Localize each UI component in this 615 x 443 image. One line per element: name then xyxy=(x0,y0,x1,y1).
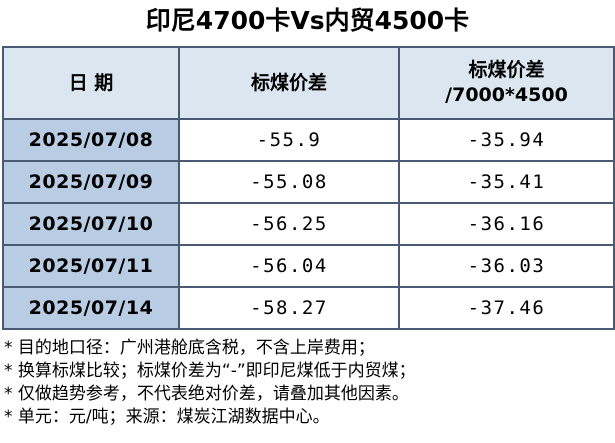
table-row: 2025/07/08 -55.9 -35.94 xyxy=(2,118,615,162)
date-cell: 2025/07/14 xyxy=(2,286,180,330)
note-line: * 仅做趋势参考，不代表绝对价差，请叠加其他因素。 xyxy=(4,384,409,404)
table-row: 2025/07/11 -56.04 -36.03 xyxy=(2,244,615,288)
header-line: /7000*4500 xyxy=(445,84,568,106)
value-cell: -35.94 xyxy=(398,118,615,162)
table-row: 2025/07/14 -58.27 -37.46 xyxy=(2,286,615,330)
value-cell: -37.46 xyxy=(398,286,615,330)
header-cell: 日 期 xyxy=(2,46,180,120)
note-line: * 目的地口径：广州港舱底含税，不含上岸费用； xyxy=(4,338,375,358)
price-table: 日 期 标煤价差 标煤价差 /7000*4500 2025/07/08 -55.9… xyxy=(2,46,615,330)
table-row: 2025/07/10 -56.25 -36.16 xyxy=(2,202,615,246)
title: 印尼4700卡Vs内贸4500卡 xyxy=(145,6,470,35)
notes: * 目的地口径：广州港舱底含税，不含上岸费用； * 换算标煤比较；标煤价差为“-”… xyxy=(4,337,416,429)
date-cell: 2025/07/10 xyxy=(2,202,180,246)
table-body: 2025/07/08 -55.9 -35.94 2025/07/09 -55.08 -35… xyxy=(2,118,615,330)
value-cell: -35.41 xyxy=(398,160,615,204)
value-cell: -56.04 xyxy=(178,244,400,288)
date-cell: 2025/07/11 xyxy=(2,244,180,288)
header-row: 日 期 标煤价差 标煤价差 /7000*4500 xyxy=(2,46,615,120)
header-cell: 标煤价差 /7000*4500 xyxy=(398,46,615,120)
header-cell: 标煤价差 xyxy=(178,46,400,120)
value-cell: -55.9 xyxy=(178,118,400,162)
note-line: * 换算标煤比较；标煤价差为“-”即印尼煤低于内贸煤； xyxy=(4,361,416,381)
date-cell: 2025/07/08 xyxy=(2,118,180,162)
value-cell: -56.25 xyxy=(178,202,400,246)
value-cell: -55.08 xyxy=(178,160,400,204)
table-row: 2025/07/09 -55.08 -35.41 xyxy=(2,160,615,204)
date-cell: 2025/07/09 xyxy=(2,160,180,204)
header-line: 标煤价差 xyxy=(468,59,545,81)
value-cell: -36.03 xyxy=(398,244,615,288)
value-cell: -58.27 xyxy=(178,286,400,330)
note-line: * 单元：元/吨；来源：煤炭江湖数据中心。 xyxy=(4,407,330,427)
value-cell: -36.16 xyxy=(398,202,615,246)
